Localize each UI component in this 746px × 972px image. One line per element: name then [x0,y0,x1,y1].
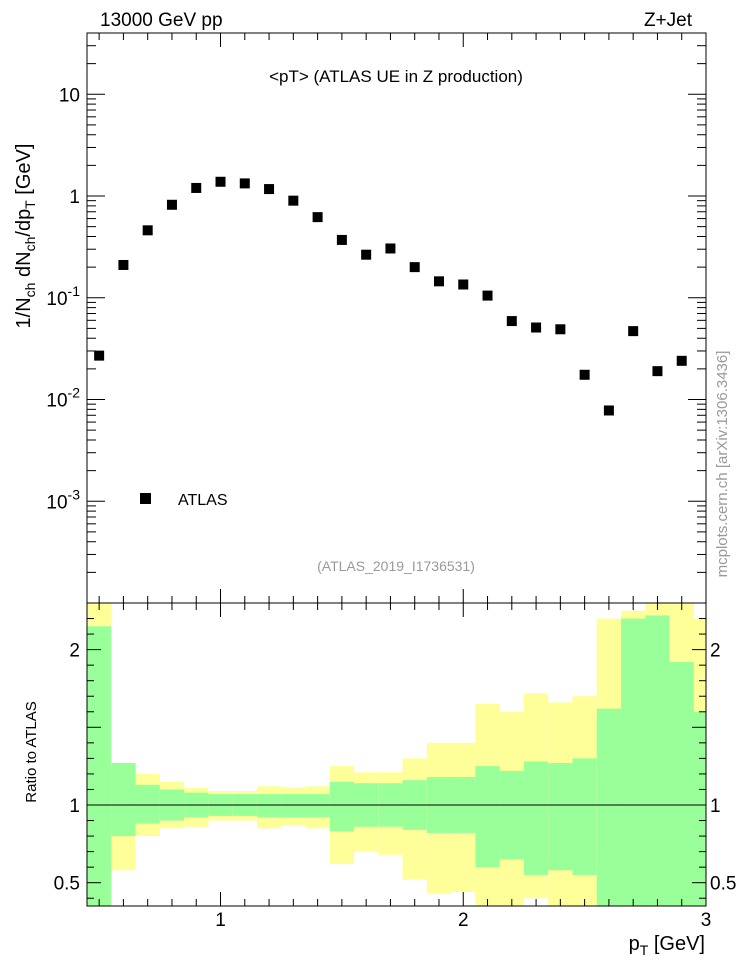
data-point-9 [312,212,323,223]
ratio-ytick-label-right: 1 [710,796,721,817]
ratio-band-inner-17 [499,770,524,860]
data-point-14 [433,276,444,287]
ratio-ytick-label-right: 0.5 [710,874,736,895]
ratio-band-inner-16 [475,766,500,868]
data-point-15 [458,279,469,290]
ratio-band-inner-21 [596,708,622,906]
ratio-band-inner-7 [256,794,282,818]
main-ytick-labels: 10 1 10-1 10-2 10-3 [46,85,80,513]
data-point-13 [409,262,420,273]
data-point-16 [482,290,493,301]
side-label: mcplots.cern.ch [arXiv:1306.3436] [714,351,731,578]
ratio-band-inner-18 [523,761,549,875]
main-ytick-label: 10-3 [46,486,80,513]
x-tick-labels: 1 2 3 [215,910,711,931]
main-panel: <pT> (ATLAS UE in Z production) (ATLAS_2… [46,32,707,604]
data-point-19 [555,324,566,335]
ratio-band-inner-24 [669,662,694,906]
data-point-7 [264,184,275,195]
ratio-band-inner-10 [329,781,355,832]
ratio-ytick-label-left: 1 [69,796,80,817]
y-axis-label: 1/Nch dNch/dpT [GeV] [13,144,38,329]
x-tick-label: 3 [701,910,712,931]
ratio-band-inner-19 [548,763,573,871]
data-point-22 [628,326,639,337]
ratio-ticks [87,603,707,906]
x-tick-label: 1 [215,910,226,931]
x-tick-label: 2 [458,910,469,931]
data-point-21 [603,405,614,416]
ratio-band-inner-22 [621,618,646,906]
ratio-panel: 0.5 0.5 1 1 2 2 1 2 3 Ratio to ATLAS [23,602,737,931]
ratio-band-inner-20 [572,758,597,875]
ratio-band-inner-25 [693,711,706,906]
main-ticks [87,32,707,604]
data-point-23 [652,366,663,377]
legend: ATLAS [140,492,228,509]
header-right: Z+Jet [644,10,693,31]
data-point-0 [94,350,105,361]
data-point-1 [118,259,129,270]
analysis-label: (ATLAS_2019_I1736531) [317,558,475,574]
main-ytick-label: 10-2 [46,385,80,412]
data-point-11 [361,249,372,260]
x-axis-label: pT [GeV] [629,933,705,958]
header-left: 13000 GeV pp [100,10,223,31]
data-point-12 [385,243,396,254]
ratio-band-inner-23 [645,615,670,906]
data-point-20 [579,369,590,380]
ratio-band-inner-2 [135,784,160,824]
main-ytick-label: 1 [69,187,80,208]
data-point-2 [142,225,153,236]
main-frame [86,32,707,604]
ratio-band-inner-8 [281,794,306,818]
data-point-4 [191,182,202,193]
ratio-bands [87,603,706,906]
main-ytick-label: 10-1 [46,283,80,310]
ratio-frame [86,602,707,907]
data-point-17 [506,316,517,327]
data-point-8 [288,195,299,206]
ratio-y-axis-label: Ratio to ATLAS [23,701,40,802]
data-point-5 [215,176,226,187]
data-point-18 [531,322,542,333]
main-ytick-label: 10 [59,85,80,106]
legend-entry: ATLAS [178,492,228,509]
ratio-ytick-label-left: 0.5 [54,874,80,895]
chart-title: <pT> (ATLAS UE in Z production) [269,67,523,86]
ratio-ytick-labels: 0.5 0.5 1 1 2 2 [54,641,737,895]
ratio-ytick-label-right: 2 [710,641,721,662]
ratio-band-inner-1 [111,763,136,837]
data-point-10 [336,234,347,245]
data-points [94,176,687,416]
ratio-band-inner-9 [305,794,330,818]
ratio-ytick-label-left: 2 [69,641,80,662]
data-point-24 [676,355,687,366]
legend-marker [140,493,151,504]
data-point-3 [166,199,177,210]
ratio-band-inner-0 [87,626,112,906]
data-point-6 [239,178,250,189]
